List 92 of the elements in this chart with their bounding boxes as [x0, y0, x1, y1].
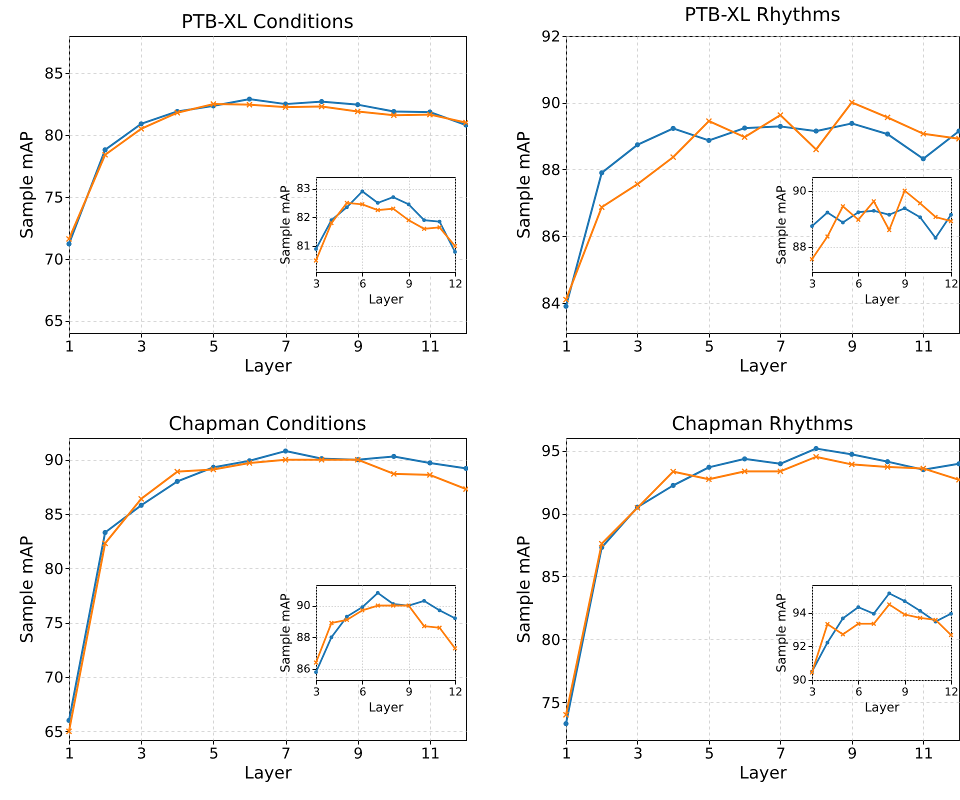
y-tick-label: 83 — [296, 182, 310, 196]
x-tick-label: 1 — [562, 338, 572, 356]
x-tick-label: 6 — [855, 686, 862, 698]
y-axis-title: Sample mAP — [514, 536, 534, 644]
y-tick-label: 85 — [44, 64, 64, 83]
x-tick-label: 1 — [64, 338, 74, 356]
x-tick-label: 9 — [848, 744, 858, 762]
x-axis-title: Layer — [244, 356, 292, 376]
y-tick-label: 90 — [792, 674, 806, 686]
x-tick-label: 3 — [809, 686, 816, 698]
y-axis-title: Sample mAP — [514, 131, 534, 239]
x-tick-label: 3 — [633, 744, 643, 762]
chart-title: Chapman Rhythms — [672, 413, 854, 435]
y-tick-label: 65 — [44, 722, 64, 741]
x-tick-label: 9 — [848, 338, 858, 356]
chart-title: Chapman Conditions — [168, 413, 366, 435]
y-tick-label: 80 — [44, 560, 64, 578]
chart-title: PTB-XL Rhythms — [684, 4, 841, 26]
x-axis-title: Layer — [368, 700, 404, 714]
y-tick-label: 90 — [44, 451, 64, 470]
y-axis-title: Sample mAP — [278, 184, 293, 265]
x-tick-label: 3 — [313, 278, 320, 290]
x-tick-label: 12 — [944, 686, 958, 698]
x-tick-label: 12 — [944, 278, 958, 290]
x-tick-label: 5 — [704, 744, 714, 762]
y-tick-label: 88 — [541, 160, 560, 179]
x-tick-label: 11 — [420, 744, 440, 762]
x-tick-label: 3 — [633, 338, 643, 356]
y-tick-label: 92 — [792, 640, 806, 653]
y-tick-label: 90 — [541, 505, 560, 523]
x-tick-label: 5 — [209, 338, 219, 356]
y-axis-title: Sample mAP — [17, 131, 38, 239]
x-tick-label: 3 — [136, 744, 146, 762]
x-axis-title: Layer — [244, 764, 292, 784]
y-tick-label: 95 — [541, 442, 560, 460]
y-tick-label: 80 — [44, 126, 64, 144]
x-tick-label: 1 — [562, 744, 572, 762]
y-tick-label: 65 — [44, 312, 64, 330]
x-tick-label: 9 — [902, 686, 909, 698]
y-tick-label: 80 — [541, 630, 560, 649]
y-tick-label: 82 — [296, 210, 310, 224]
x-axis-title: Layer — [864, 292, 900, 306]
x-tick-label: 7 — [776, 744, 786, 762]
y-tick-label: 75 — [541, 694, 560, 712]
y-tick-label: 94 — [792, 606, 806, 620]
x-tick-label: 6 — [359, 686, 366, 698]
x-tick-label: 3 — [136, 338, 146, 356]
x-axis-title: Layer — [739, 356, 787, 376]
y-tick-label: 90 — [541, 94, 560, 112]
x-axis-title: Layer — [739, 764, 787, 784]
y-tick-label: 88 — [792, 240, 806, 254]
x-axis-title: Layer — [368, 292, 404, 306]
x-axis-title: Layer — [864, 700, 900, 714]
chart-title: PTB-XL Conditions — [181, 11, 354, 33]
x-tick-label: 6 — [359, 278, 366, 290]
x-tick-label: 7 — [281, 744, 291, 762]
y-tick-label: 70 — [44, 250, 64, 268]
x-tick-label: 11 — [420, 338, 440, 356]
x-tick-label: 12 — [448, 278, 462, 290]
x-tick-label: 7 — [776, 338, 786, 356]
x-tick-label: 3 — [313, 686, 320, 698]
y-tick-label: 84 — [541, 294, 560, 312]
x-tick-label: 9 — [406, 686, 413, 698]
x-tick-label: 9 — [406, 278, 413, 290]
x-tick-label: 7 — [281, 338, 291, 356]
y-tick-label: 85 — [541, 568, 560, 586]
y-tick-label: 86 — [541, 228, 560, 246]
x-tick-label: 11 — [914, 338, 934, 356]
y-axis-title: Sample mAP — [774, 592, 789, 673]
y-tick-label: 88 — [296, 630, 310, 644]
y-tick-label: 75 — [44, 614, 64, 632]
x-tick-label: 11 — [914, 744, 934, 762]
y-tick-label: 90 — [792, 184, 806, 198]
x-tick-label: 9 — [353, 338, 363, 356]
x-tick-label: 12 — [448, 686, 462, 698]
y-axis-title: Sample mAP — [17, 536, 38, 644]
y-tick-label: 85 — [44, 506, 64, 524]
y-axis-title: Sample mAP — [278, 592, 293, 673]
x-tick-label: 9 — [902, 278, 909, 290]
y-axis-title: Sample mAP — [774, 184, 789, 265]
x-tick-label: 5 — [209, 744, 219, 762]
y-tick-label: 92 — [541, 28, 560, 46]
x-tick-label: 5 — [704, 338, 714, 356]
y-tick-label: 81 — [296, 240, 310, 253]
x-tick-label: 3 — [809, 278, 816, 290]
x-tick-label: 9 — [353, 744, 363, 762]
y-tick-label: 75 — [44, 188, 64, 206]
x-tick-label: 6 — [855, 278, 862, 290]
y-tick-label: 86 — [296, 662, 310, 676]
y-tick-label: 90 — [296, 599, 310, 612]
x-tick-label: 1 — [64, 744, 74, 762]
y-tick-label: 70 — [44, 668, 64, 686]
